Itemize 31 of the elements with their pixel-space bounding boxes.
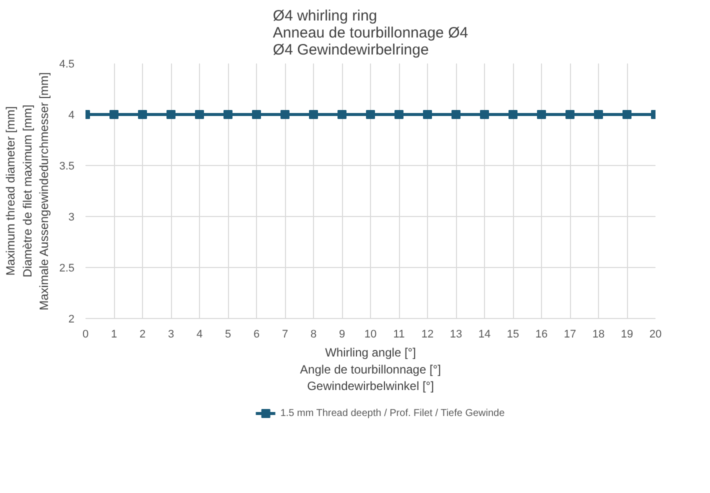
x-tick-label: 2 (139, 328, 146, 340)
x-tick-label: 17 (564, 328, 576, 340)
x-tick-label: 6 (253, 328, 260, 340)
x-tick-label: 13 (450, 328, 462, 340)
x-tick-label: 15 (506, 328, 520, 340)
x-tick-label: 1 (110, 328, 118, 340)
x-tick-label: 12 (421, 328, 434, 340)
x-tick-label: 3 (168, 328, 174, 340)
x-tick-label: 8 (310, 328, 317, 340)
x-tick-label: 20 (649, 328, 662, 340)
x-tick-label: 5 (224, 328, 232, 340)
x-tick-label: 18 (592, 328, 605, 340)
x-tick-label: 4 (196, 328, 203, 340)
x-tick-label: 10 (364, 328, 377, 340)
y-tick-label: 3 (68, 212, 75, 224)
y-tick-label: 3.5 (59, 160, 75, 172)
y-axis-title: Maximum thread diameter [mm] Diamètre de filet maximum [mm] Maximale Aussengewindedurchmesser [mm] (4, 72, 52, 310)
y-tick-label: 2 (68, 314, 75, 326)
x-tick-label: 19 (620, 328, 634, 340)
y-tick-label: 4 (68, 110, 75, 122)
legend-label: 1.5 mm Thread deepth / Prof. Filet / Tiefe Gewinde (280, 408, 505, 418)
x-tick-label: 9 (338, 328, 346, 340)
x-tick-label: 0 (82, 328, 89, 340)
y-tick-label: 4.5 (59, 58, 75, 70)
x-tick-label: 7 (282, 328, 288, 340)
x-axis-title: Whirling angle [°] Angle de tourbillonnage [°] Gewindewirbelwinkel [°] (300, 346, 441, 394)
chart-title: Ø4 whirling ring Anneau de tourbillonnage Ø4 Ø4 Gewindewirbelringe (272, 8, 468, 58)
x-tick-label: 14 (478, 328, 491, 340)
x-tick-label: 11 (393, 328, 405, 340)
y-tick-label: 2.5 (59, 262, 75, 274)
x-tick-label: 16 (535, 328, 548, 340)
